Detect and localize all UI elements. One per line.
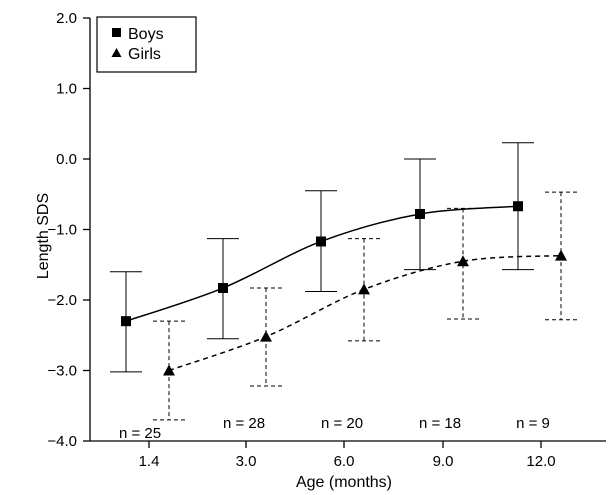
data-point	[121, 316, 131, 327]
data-point	[218, 283, 228, 294]
data-point	[555, 249, 567, 261]
data-point	[316, 236, 326, 247]
y-tick-label: 0.0	[56, 151, 77, 168]
data-point	[358, 283, 370, 295]
data-point	[457, 255, 469, 267]
y-tick-label: 2.0	[56, 10, 77, 27]
chart-axes	[83, 17, 606, 448]
data-point	[513, 201, 523, 212]
n-label: n = 18	[419, 415, 461, 432]
n-label: n = 28	[223, 415, 265, 432]
data-point	[415, 208, 425, 219]
y-tick-label: −2.0	[47, 292, 77, 309]
x-tick-labels: 1.4 3.0 6.0 9.0 12.0	[139, 453, 556, 470]
legend-box	[96, 16, 197, 73]
y-tick-label: −3.0	[47, 363, 77, 380]
n-label: n = 25	[119, 425, 161, 442]
y-axis-title: Length SDS	[35, 193, 52, 279]
x-tick-label: 9.0	[433, 453, 454, 470]
x-tick-label: 3.0	[236, 453, 257, 470]
series-1	[153, 191, 577, 421]
data-point	[260, 330, 272, 342]
data-point	[163, 364, 175, 376]
series-line	[168, 254, 562, 372]
y-tick-labels: 2.0 1.0 0.0 −1.0 −2.0 −3.0 −4.0	[47, 10, 77, 450]
x-axis-title: Age (months)	[296, 474, 392, 491]
y-tick-label: −4.0	[47, 433, 77, 450]
legend-marker-girls	[111, 48, 122, 57]
x-tick-label: 1.4	[139, 453, 160, 470]
x-tick-label: 12.0	[526, 453, 555, 470]
legend: Boys Girls	[96, 16, 197, 73]
y-tick-label: 1.0	[56, 81, 77, 98]
series-layer	[110, 142, 577, 421]
sample-size-labels: n = 25 n = 28 n = 20 n = 18 n = 9	[119, 415, 550, 442]
y-tick-label: −1.0	[47, 222, 77, 239]
x-tick-label: 6.0	[334, 453, 355, 470]
legend-label-boys: Boys	[128, 26, 164, 43]
series-0	[110, 142, 534, 373]
n-label: n = 20	[321, 415, 363, 432]
n-label: n = 9	[516, 415, 550, 432]
legend-marker-boys	[112, 28, 121, 37]
legend-label-girls: Girls	[128, 46, 161, 63]
